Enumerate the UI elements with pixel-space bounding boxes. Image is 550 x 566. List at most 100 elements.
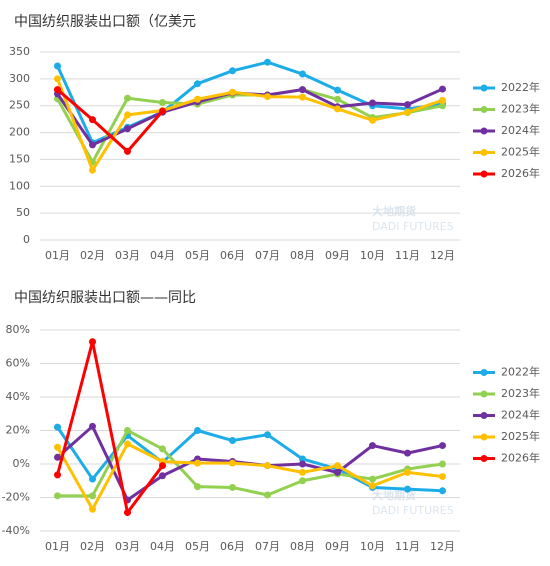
data-point: [159, 472, 166, 480]
data-point: [334, 86, 341, 94]
data-point: [89, 422, 96, 430]
data-point: [299, 86, 306, 94]
y-tick-label: 0: [23, 233, 30, 246]
x-tick-label: 09月: [325, 249, 350, 262]
data-point: [124, 125, 131, 133]
data-point: [54, 471, 61, 479]
data-point: [89, 116, 96, 124]
data-point: [369, 482, 376, 490]
data-point: [334, 468, 341, 476]
data-point: [54, 453, 61, 461]
y-tick-label: 250: [9, 99, 30, 112]
series-line: [56, 442, 443, 511]
legend-label: 2022年: [501, 365, 540, 379]
y-tick-label: 80%: [6, 323, 30, 336]
data-point: [124, 147, 131, 155]
data-point: [439, 96, 446, 104]
y-tick-label: 200: [9, 126, 30, 139]
data-point: [89, 505, 96, 513]
data-point: [54, 62, 61, 70]
data-point: [229, 483, 236, 491]
x-tick-label: 02月: [80, 540, 105, 553]
data-point: [439, 85, 446, 93]
data-point: [299, 70, 306, 78]
x-tick-label: 11月: [395, 249, 420, 262]
legend-label: 2026年: [501, 166, 540, 180]
data-point: [264, 93, 271, 101]
data-point: [264, 462, 271, 470]
data-point: [89, 338, 96, 346]
data-point: [369, 475, 376, 483]
legend-marker: [480, 455, 488, 462]
y-tick-label: 350: [9, 45, 30, 58]
x-tick-label: 12月: [430, 249, 455, 262]
series-line: [56, 60, 443, 145]
data-point: [369, 116, 376, 124]
data-point: [299, 455, 306, 463]
data-point: [89, 492, 96, 500]
y-tick-label: 0%: [13, 457, 30, 470]
data-point: [369, 442, 376, 450]
data-point: [194, 95, 201, 103]
x-tick-label: 01月: [45, 540, 70, 553]
legend-label: 2023年: [501, 102, 540, 116]
data-point: [194, 427, 201, 434]
data-point: [194, 483, 201, 491]
x-tick-label: 12月: [430, 540, 455, 553]
y-tick-label: 50: [16, 206, 30, 219]
data-point: [54, 75, 61, 83]
x-tick-label: 10月: [360, 540, 385, 553]
data-point: [159, 107, 166, 115]
data-point: [89, 141, 96, 149]
series-line: [56, 78, 443, 172]
legend-marker: [480, 106, 488, 113]
data-point: [54, 492, 61, 500]
data-point: [264, 431, 271, 439]
legend-label: 2024年: [501, 123, 540, 137]
x-tick-label: 01月: [45, 249, 70, 262]
data-point: [159, 462, 166, 470]
legend-label: 2024年: [501, 408, 540, 422]
data-point: [124, 111, 131, 119]
x-tick-label: 02月: [80, 249, 105, 262]
legend-marker: [480, 369, 488, 376]
data-point: [194, 459, 201, 467]
x-tick-label: 06月: [220, 249, 245, 262]
data-point: [124, 427, 131, 434]
x-tick-label: 04月: [150, 540, 175, 553]
x-tick-label: 08月: [290, 540, 315, 553]
data-point: [229, 459, 236, 467]
legend-marker: [480, 390, 488, 398]
x-tick-label: 09月: [325, 540, 350, 553]
y-tick-label: 150: [9, 152, 30, 165]
y-tick-label: 40%: [6, 390, 30, 403]
y-tick-label: 60%: [6, 357, 30, 370]
data-point: [264, 491, 271, 499]
x-tick-label: 11月: [395, 540, 420, 553]
legend-label: 2026年: [501, 451, 540, 465]
legend-label: 2025年: [501, 145, 540, 159]
x-tick-label: 07月: [255, 249, 280, 262]
data-point: [439, 102, 446, 110]
data-point: [124, 440, 131, 448]
data-point: [89, 475, 96, 483]
legend-marker: [480, 127, 488, 135]
data-point: [159, 98, 166, 106]
x-tick-label: 03月: [115, 540, 140, 553]
watermark: 大地期货: [372, 204, 416, 218]
y-tick-label: -40%: [2, 524, 30, 537]
data-point: [229, 437, 236, 445]
legend-label: 2025年: [501, 429, 540, 443]
data-point: [124, 94, 131, 102]
x-tick-label: 08月: [290, 249, 315, 262]
data-point: [334, 462, 341, 470]
data-point: [89, 166, 96, 174]
data-point: [439, 487, 446, 495]
x-tick-label: 07月: [255, 540, 280, 553]
x-tick-label: 05月: [185, 540, 210, 553]
series-line: [56, 340, 164, 515]
data-point: [334, 105, 341, 113]
data-point: [369, 99, 376, 107]
legend-label: 2022年: [501, 80, 540, 94]
